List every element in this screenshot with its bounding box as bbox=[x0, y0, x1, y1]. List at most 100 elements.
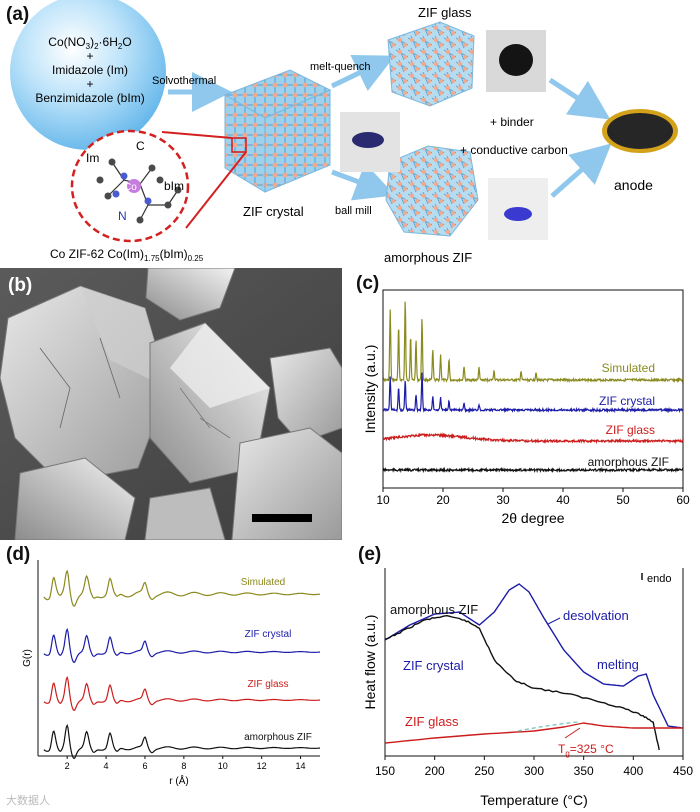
dsc-melting-label: melting bbox=[597, 657, 639, 672]
pdf-series-label: amorphous ZIF bbox=[244, 732, 312, 743]
mol-label-im: Im bbox=[86, 151, 99, 165]
dsc-label-glass: ZIF glass bbox=[405, 714, 459, 729]
xrd-y-axis-label: Intensity (a.u.) bbox=[362, 345, 378, 434]
sem-crystal-6 bbox=[231, 427, 342, 540]
pdf-series-label: ZIF crystal bbox=[245, 629, 292, 640]
crystal-zoom-box bbox=[231, 137, 247, 153]
melt-quench-arrow bbox=[330, 54, 396, 92]
pdf-series-line bbox=[43, 675, 321, 712]
dsc-y-axis-label: Heat flow (a.u.) bbox=[362, 615, 378, 710]
pdf-series-line bbox=[43, 569, 321, 607]
sem-crystal-5 bbox=[14, 457, 136, 540]
xrd-series-label: ZIF crystal bbox=[599, 394, 655, 408]
xrd-series-line bbox=[382, 301, 684, 384]
pdf-x-tick-label: 12 bbox=[257, 761, 267, 771]
conductive-carbon-label: + conductive carbon bbox=[460, 143, 568, 157]
zif-crystal-cube bbox=[223, 69, 332, 193]
dsc-tg-tangent bbox=[517, 721, 579, 732]
xrd-series-line bbox=[382, 466, 684, 474]
ball-mill-label: ball mill bbox=[335, 205, 372, 217]
anode-label: anode bbox=[614, 177, 653, 193]
dsc-series-line bbox=[384, 583, 684, 729]
zif-crystal-label: ZIF crystal bbox=[243, 204, 304, 219]
sem-crystal-4 bbox=[145, 268, 236, 321]
glass-to-anode-arrow bbox=[548, 77, 611, 120]
dsc-label-amorphous: amorphous ZIF bbox=[390, 602, 478, 617]
dsc-label-crystal: ZIF crystal bbox=[403, 658, 464, 673]
dsc-x-tick-label: 150 bbox=[375, 764, 395, 778]
zif-glass-structure bbox=[387, 21, 475, 107]
dsc-desolvation-label: desolvation bbox=[563, 608, 629, 623]
dsc-x-tick-label: 250 bbox=[474, 764, 494, 778]
pdf-x-tick-label: 10 bbox=[218, 761, 228, 771]
dsc-series-line bbox=[384, 722, 683, 744]
pdf-series-label: ZIF glass bbox=[247, 679, 288, 690]
dsc-x-tick-label: 200 bbox=[425, 764, 445, 778]
amorphous-to-anode-arrow bbox=[550, 143, 612, 198]
dsc-tg-label: Tg=325 °C bbox=[558, 742, 614, 758]
sem-crystal-3 bbox=[269, 347, 342, 444]
xrd-x-tick-label: 40 bbox=[556, 493, 570, 507]
mol-label-co: Co bbox=[124, 182, 137, 193]
panel-label-c: (c) bbox=[356, 273, 380, 294]
pdf-x-tick-label: 14 bbox=[296, 761, 306, 771]
mol-label-c: C bbox=[136, 139, 145, 153]
dsc-endo-label: endo bbox=[647, 573, 671, 585]
reagent-plus2: + bbox=[86, 77, 93, 91]
zif62-formula: Co ZIF-62 Co(Im)1.75(bIm)0.25 bbox=[50, 247, 204, 263]
sem-image-panel-b bbox=[0, 268, 342, 540]
mol-label-n: N bbox=[118, 209, 127, 223]
reagent-line2: Imidazole (Im) bbox=[52, 63, 128, 77]
amorphous-zif-label: amorphous ZIF bbox=[384, 250, 472, 265]
sem-scale-bar bbox=[252, 514, 312, 522]
solvothermal-label: Solvothermal bbox=[152, 75, 216, 87]
melt-quench-label: melt-quench bbox=[310, 61, 371, 73]
pdf-x-tick-label: 8 bbox=[181, 761, 186, 771]
watermark: 大数据人 bbox=[6, 795, 50, 807]
xrd-x-tick-label: 30 bbox=[496, 493, 510, 507]
pdf-series-line bbox=[43, 627, 321, 664]
zif-glass-label: ZIF glass bbox=[418, 5, 472, 20]
amorphous-zif-structure bbox=[385, 145, 479, 237]
xrd-plot-frame bbox=[382, 289, 684, 489]
dsc-x-tick-label: 350 bbox=[574, 764, 594, 778]
ball-mill-arrow bbox=[331, 162, 396, 201]
dsc-x-tick-label: 400 bbox=[623, 764, 643, 778]
panel-label-e: (e) bbox=[358, 544, 382, 565]
pdf-x-tick-label: 4 bbox=[104, 761, 109, 771]
dsc-x-tick-label: 300 bbox=[524, 764, 544, 778]
panel-label-a: (a) bbox=[6, 4, 30, 25]
xrd-series-line bbox=[382, 372, 684, 414]
pdf-series-line bbox=[43, 723, 321, 760]
xrd-series-label: amorphous ZIF bbox=[588, 455, 669, 469]
xrd-x-tick-label: 50 bbox=[616, 493, 630, 507]
xrd-series-label: ZIF glass bbox=[606, 423, 655, 437]
panel-label-d: (d) bbox=[6, 544, 31, 565]
xrd-x-tick-label: 60 bbox=[676, 493, 690, 507]
schematic-panel-a: Co(NO3)2·6H2O + Imidazole (Im) + Benzimi… bbox=[10, 0, 678, 265]
dsc-x-tick-label: 450 bbox=[673, 764, 693, 778]
xrd-series-label: Simulated bbox=[602, 361, 655, 375]
xrd-x-tick-label: 10 bbox=[376, 493, 390, 507]
reagent-plus1: + bbox=[86, 49, 93, 63]
xrd-x-axis-label: 2θ degree bbox=[501, 510, 564, 526]
panel-label-b: (b) bbox=[8, 275, 33, 296]
binder-label: + binder bbox=[490, 115, 534, 129]
xrd-series-line bbox=[382, 431, 684, 445]
reagent-line1: Co(NO3)2·6H2O bbox=[48, 35, 131, 51]
pdf-x-axis-label: r (Å) bbox=[169, 774, 188, 787]
dsc-desolvation-pointer bbox=[547, 617, 561, 625]
pdf-series-label: Simulated bbox=[241, 577, 285, 588]
dsc-tg-pointer bbox=[564, 727, 581, 739]
pdf-x-tick-label: 6 bbox=[142, 761, 147, 771]
pdf-y-axis-label: G(r) bbox=[22, 649, 33, 667]
cobalt-atom bbox=[127, 179, 141, 193]
xrd-x-tick-label: 20 bbox=[436, 493, 450, 507]
reagent-sphere bbox=[10, 0, 166, 150]
dsc-x-axis-label: Temperature (°C) bbox=[480, 792, 588, 808]
mol-label-bim: bIm bbox=[164, 179, 184, 193]
pdf-x-tick-label: 2 bbox=[65, 761, 70, 771]
